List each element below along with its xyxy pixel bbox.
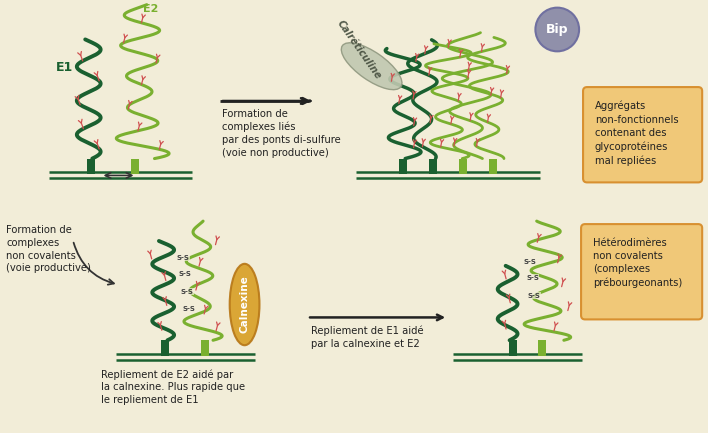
Text: E1: E1 — [56, 61, 73, 74]
Bar — [201, 340, 209, 356]
Text: S-S: S-S — [183, 307, 195, 313]
Text: S-S: S-S — [523, 259, 536, 265]
Bar — [132, 158, 139, 174]
Text: Calréticuline: Calréticuline — [335, 18, 383, 81]
Text: S-S: S-S — [176, 255, 190, 261]
Bar — [87, 158, 95, 174]
Text: Formation de
complexes
non covalents
(voie productive): Formation de complexes non covalents (vo… — [6, 225, 91, 274]
FancyBboxPatch shape — [583, 87, 702, 182]
Text: S-S: S-S — [526, 275, 539, 281]
Text: Repliement de E2 aidé par
la calnexine. Plus rapide que
le repliement de E1: Repliement de E2 aidé par la calnexine. … — [101, 369, 245, 405]
Text: E2: E2 — [143, 3, 159, 13]
Text: Bip: Bip — [546, 23, 569, 36]
Text: S-S: S-S — [181, 289, 193, 294]
Text: S-S: S-S — [528, 293, 541, 299]
Ellipse shape — [341, 43, 402, 90]
Bar — [508, 340, 517, 356]
Text: Repliement de E1 aidé
par la calnexine et E2: Repliement de E1 aidé par la calnexine e… — [311, 325, 423, 349]
Bar — [399, 158, 407, 174]
Text: S-S: S-S — [178, 271, 191, 277]
Text: Calnexine: Calnexine — [239, 276, 250, 333]
Bar — [459, 158, 467, 174]
Text: Formation de
complexes liés
par des ponts di-sulfure
(voie non productive): Formation de complexes liés par des pont… — [222, 109, 341, 158]
Ellipse shape — [229, 264, 259, 345]
Text: Aggrégats
non-fonctionnels
contenant des
glycoprotéines
mal repliées: Aggrégats non-fonctionnels contenant des… — [595, 101, 678, 166]
Bar — [161, 340, 169, 356]
Circle shape — [535, 8, 579, 52]
Bar — [429, 158, 437, 174]
Text: Hétérodimères
non covalents
(complexes
prébourgeonants): Hétérodimères non covalents (complexes p… — [593, 238, 683, 288]
Bar — [538, 340, 547, 356]
Bar — [489, 158, 497, 174]
FancyBboxPatch shape — [581, 224, 702, 320]
